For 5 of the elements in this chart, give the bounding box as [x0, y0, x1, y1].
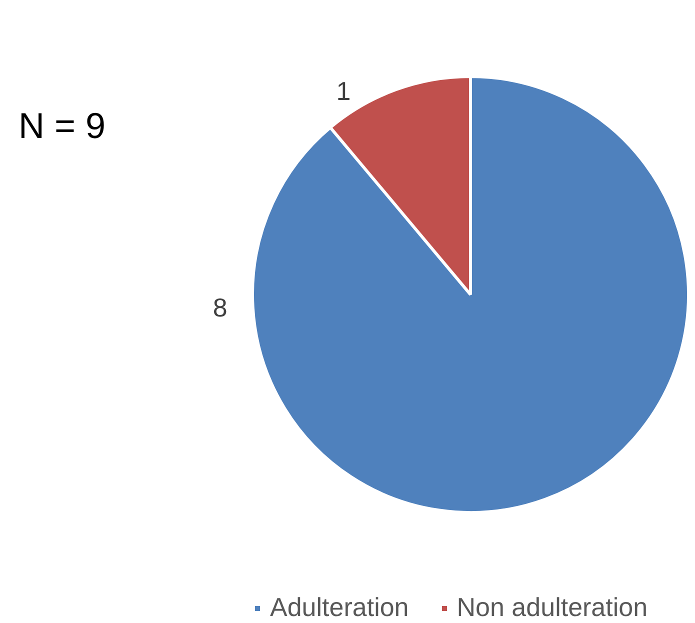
legend-label: Non adulteration	[456, 592, 648, 623]
legend-label: Adulteration	[270, 592, 409, 623]
data-label: 8	[212, 292, 228, 323]
data-label: 1	[336, 76, 351, 106]
text: N = 9	[18, 105, 106, 146]
